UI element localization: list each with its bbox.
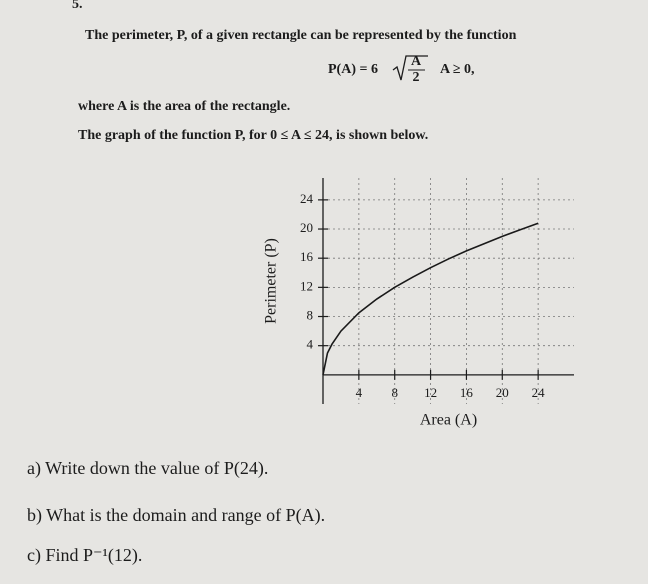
y-axis-label: Perimeter (P) — [263, 238, 280, 324]
formula-condition: A ≥ 0, — [440, 62, 475, 77]
question-part: a) Write down the value of P(24). — [27, 458, 268, 479]
x-tick-label: 12 — [424, 385, 437, 400]
note: where A is the area of the rectangle. — [78, 99, 290, 114]
y-tick-label: 20 — [300, 220, 313, 235]
x-tick-label: 24 — [532, 385, 546, 400]
y-tick-label: 4 — [307, 337, 314, 352]
x-tick-label: 16 — [460, 385, 474, 400]
chart: 4 8 12 16 20 24 4 8 12 16 20 24 Area (A) Perimeter (P… — [263, 178, 574, 429]
x-tick-label: 4 — [356, 385, 363, 400]
intro-line: The perimeter, P, of a given rectangle c… — [85, 28, 517, 43]
formula: P(A) = 6 A 2 A ≥ 0, — [328, 54, 475, 85]
note: The graph of the function P, for 0 ≤ A ≤… — [78, 128, 428, 143]
y-tick-label: 12 — [300, 278, 313, 293]
x-axis-label: Area (A) — [420, 412, 477, 429]
function-curve — [322, 222, 539, 375]
y-tick-label: 24 — [300, 191, 314, 206]
x-tick-label: 8 — [391, 385, 398, 400]
question-part: b) What is the domain and range of P(A). — [27, 505, 325, 526]
question-part: c) Find P⁻¹(12). — [27, 545, 142, 566]
y-tick-label: 16 — [300, 249, 314, 264]
question-number: 5. — [72, 0, 83, 12]
denominator: 2 — [413, 70, 420, 85]
formula-lhs: P(A) = 6 — [328, 62, 378, 77]
y-tick-label: 8 — [307, 308, 314, 323]
radical-sign — [392, 55, 428, 81]
x-tick-label: 20 — [496, 385, 509, 400]
numerator: A — [411, 54, 422, 69]
